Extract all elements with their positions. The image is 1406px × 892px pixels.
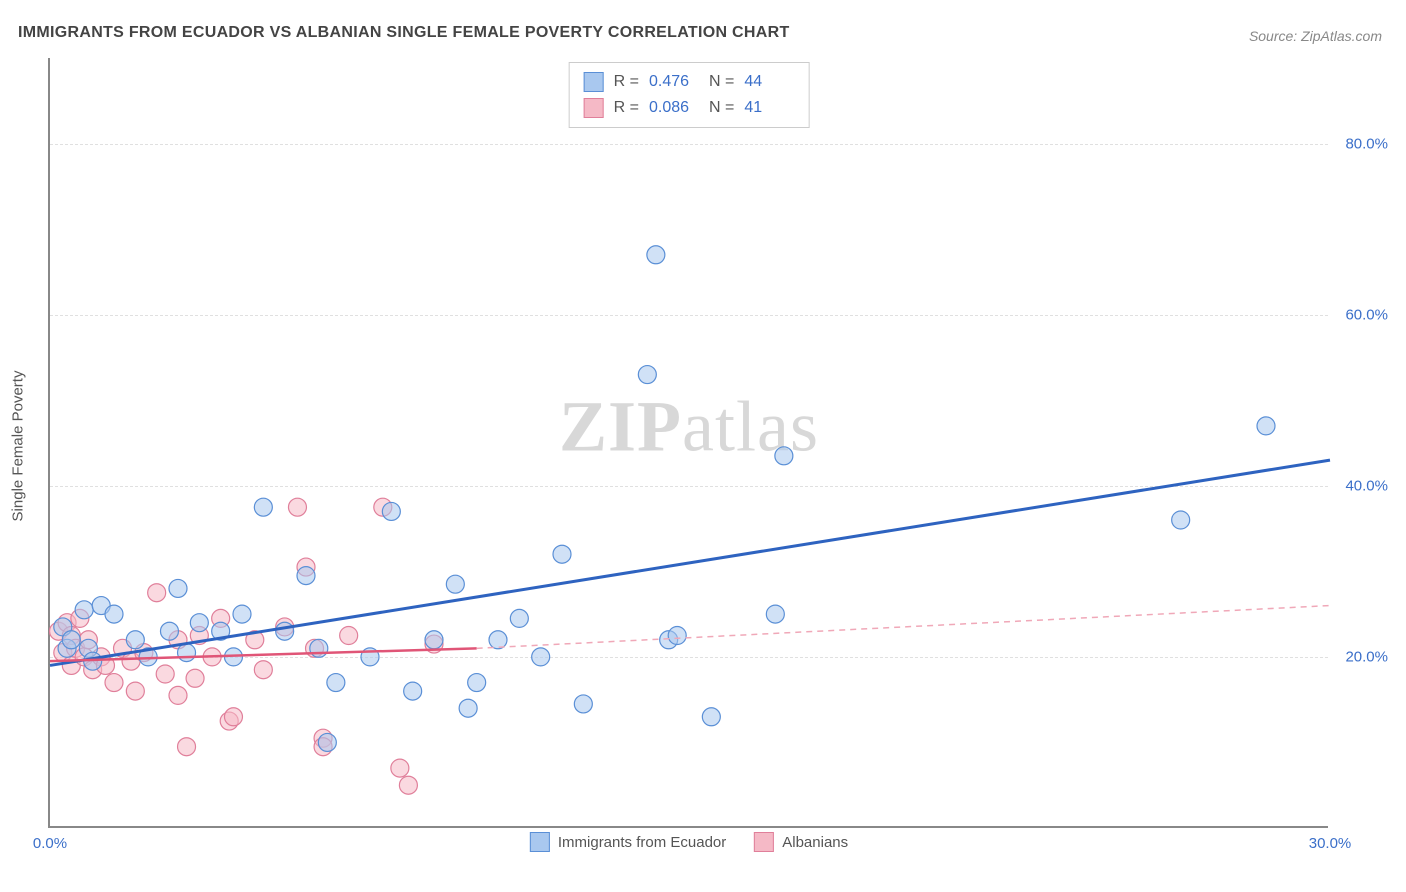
correlation-stat-box: R = 0.476 N = 44 R = 0.086 N = 41 [569, 62, 810, 128]
scatter-point [459, 699, 477, 717]
y-tick-label: 40.0% [1345, 477, 1388, 494]
source-attribution: Source: ZipAtlas.com [1249, 28, 1382, 44]
scatter-point [668, 627, 686, 645]
n-value: 41 [744, 95, 794, 121]
scatter-point [327, 674, 345, 692]
r-value: 0.476 [649, 69, 699, 95]
scatter-point [532, 648, 550, 666]
scatter-point [75, 601, 93, 619]
scatter-point [105, 605, 123, 623]
r-label: R = [614, 69, 639, 95]
scatter-point [169, 579, 187, 597]
legend-swatch [584, 98, 604, 118]
scatter-point [489, 631, 507, 649]
scatter-point [178, 644, 196, 662]
scatter-point [276, 622, 294, 640]
scatter-point [1257, 417, 1275, 435]
scatter-point [156, 665, 174, 683]
scatter-point [62, 631, 80, 649]
scatter-point [105, 674, 123, 692]
scatter-point [169, 686, 187, 704]
scatter-point [647, 246, 665, 264]
n-label: N = [709, 95, 734, 121]
scatter-point [446, 575, 464, 593]
x-tick-label: 0.0% [33, 835, 67, 852]
scatter-point [468, 674, 486, 692]
scatter-point [297, 567, 315, 585]
scatter-point [186, 669, 204, 687]
legend-swatch [584, 72, 604, 92]
scatter-point [148, 584, 166, 602]
scatter-point [702, 708, 720, 726]
scatter-point [638, 366, 656, 384]
trend-line-dashed [477, 606, 1330, 649]
scatter-point [574, 695, 592, 713]
scatter-point [254, 661, 272, 679]
legend-swatch [754, 832, 774, 852]
n-value: 44 [744, 69, 794, 95]
scatter-point [126, 682, 144, 700]
y-tick-label: 20.0% [1345, 648, 1388, 665]
scatter-point [310, 639, 328, 657]
scatter-point [391, 759, 409, 777]
scatter-point [288, 498, 306, 516]
scatter-point [399, 776, 417, 794]
n-label: N = [709, 69, 734, 95]
r-label: R = [614, 95, 639, 121]
legend-item: Immigrants from Ecuador [530, 832, 726, 852]
stat-row: R = 0.086 N = 41 [584, 95, 795, 121]
legend-label: Albanians [782, 834, 848, 851]
bottom-legend: Immigrants from Ecuador Albanians [530, 832, 848, 852]
scatter-point [340, 627, 358, 645]
stat-row: R = 0.476 N = 44 [584, 69, 795, 95]
legend-swatch [530, 832, 550, 852]
y-axis-title: Single Female Poverty [10, 371, 27, 522]
scatter-point [510, 609, 528, 627]
scatter-point [190, 614, 208, 632]
chart-title: IMMIGRANTS FROM ECUADOR VS ALBANIAN SING… [18, 24, 790, 42]
scatter-point [318, 733, 336, 751]
scatter-point [766, 605, 784, 623]
scatter-point [553, 545, 571, 563]
scatter-point [178, 738, 196, 756]
scatter-plot-svg [50, 58, 1328, 826]
scatter-point [775, 447, 793, 465]
plot-area: ZIPatlas 20.0%40.0%60.0%80.0% R =0.476N … [48, 58, 1328, 828]
x-tick-label: 30.0% [1309, 835, 1352, 852]
trend-line [50, 460, 1330, 665]
scatter-point [160, 622, 178, 640]
scatter-point [254, 498, 272, 516]
scatter-point [382, 502, 400, 520]
scatter-point [425, 631, 443, 649]
scatter-point [126, 631, 144, 649]
legend-item: Albanians [754, 832, 848, 852]
chart-container: IMMIGRANTS FROM ECUADOR VS ALBANIAN SING… [0, 0, 1406, 892]
r-value: 0.086 [649, 95, 699, 121]
legend-label: Immigrants from Ecuador [558, 834, 726, 851]
scatter-point [224, 708, 242, 726]
y-tick-label: 80.0% [1345, 135, 1388, 152]
scatter-point [1172, 511, 1190, 529]
y-tick-label: 60.0% [1345, 306, 1388, 323]
scatter-point [233, 605, 251, 623]
scatter-point [404, 682, 422, 700]
